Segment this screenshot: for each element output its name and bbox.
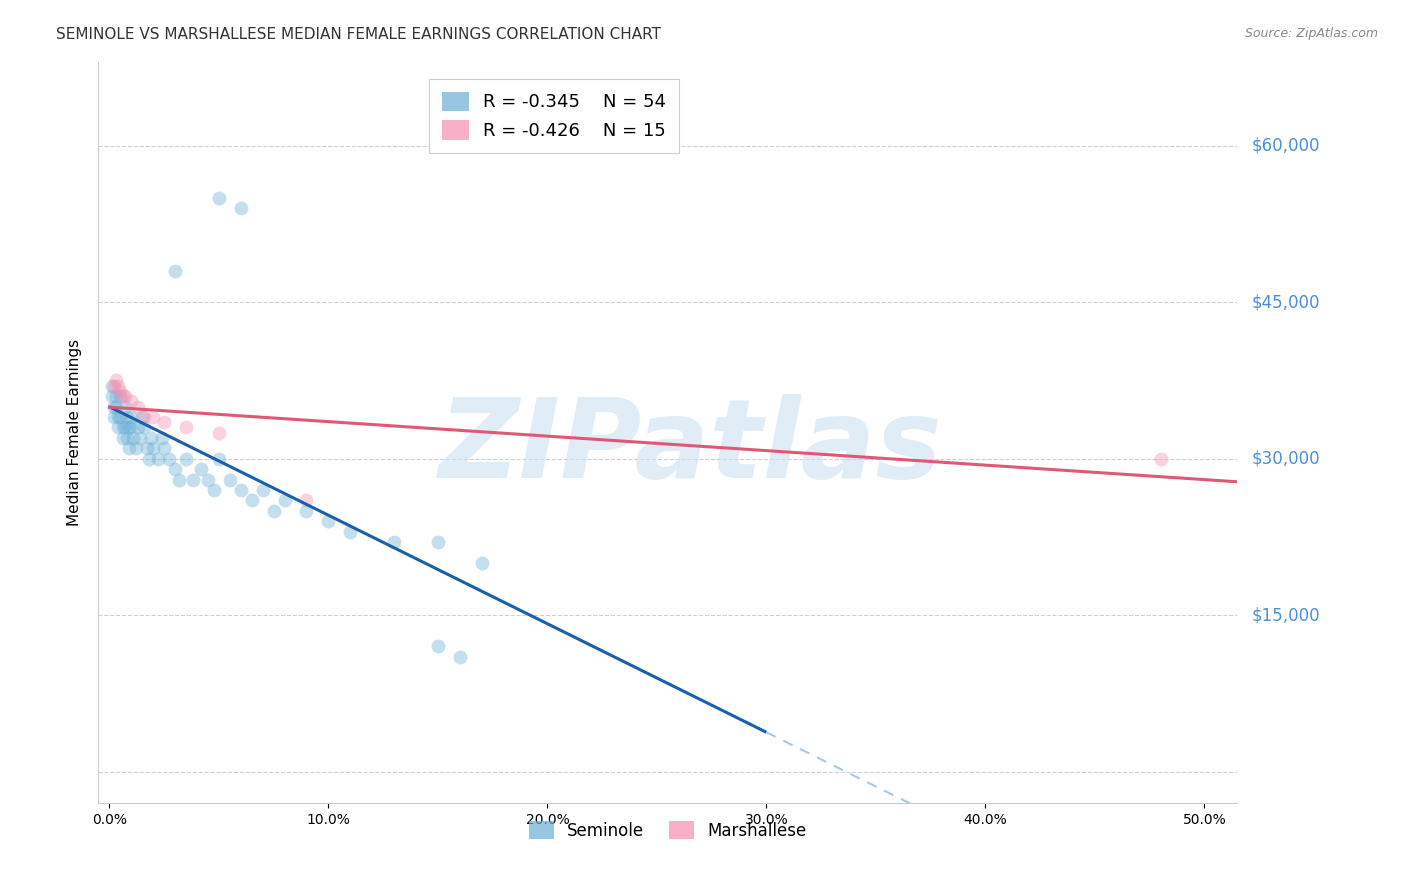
Point bbox=[124, 442, 146, 456]
Point bbox=[382, 535, 405, 549]
Point bbox=[142, 442, 165, 456]
Point bbox=[153, 442, 176, 456]
Point bbox=[1149, 451, 1171, 466]
Point bbox=[218, 473, 240, 487]
Point bbox=[100, 389, 122, 403]
Point bbox=[426, 640, 449, 654]
Point bbox=[115, 409, 138, 424]
Point bbox=[139, 431, 162, 445]
Point bbox=[150, 431, 173, 445]
Text: SEMINOLE VS MARSHALLESE MEDIAN FEMALE EARNINGS CORRELATION CHART: SEMINOLE VS MARSHALLESE MEDIAN FEMALE EA… bbox=[56, 27, 661, 42]
Point bbox=[127, 420, 149, 434]
Point bbox=[103, 400, 125, 414]
Point bbox=[165, 264, 187, 278]
Point bbox=[118, 420, 141, 434]
Point bbox=[111, 431, 134, 445]
Point bbox=[107, 409, 129, 424]
Point bbox=[229, 202, 252, 216]
Point bbox=[318, 514, 340, 528]
Point bbox=[104, 400, 127, 414]
Point bbox=[165, 462, 187, 476]
Point bbox=[197, 473, 219, 487]
Point bbox=[169, 473, 191, 487]
Text: $60,000: $60,000 bbox=[1251, 136, 1320, 155]
Point bbox=[129, 431, 152, 445]
Text: $15,000: $15,000 bbox=[1251, 606, 1320, 624]
Point bbox=[181, 473, 204, 487]
Point bbox=[157, 451, 180, 466]
Point bbox=[134, 409, 156, 424]
Point bbox=[110, 384, 132, 398]
Point bbox=[208, 191, 231, 205]
Point bbox=[146, 451, 169, 466]
Point bbox=[120, 409, 142, 424]
Point bbox=[107, 420, 129, 434]
Point bbox=[118, 442, 141, 456]
Point bbox=[107, 378, 129, 392]
Point bbox=[142, 409, 165, 424]
Point bbox=[190, 462, 212, 476]
Point bbox=[273, 493, 295, 508]
Point bbox=[135, 442, 157, 456]
Point bbox=[295, 493, 318, 508]
Point bbox=[103, 378, 125, 392]
Point bbox=[114, 400, 136, 414]
Point bbox=[229, 483, 252, 497]
Point bbox=[104, 389, 127, 403]
Point bbox=[131, 409, 153, 424]
Point bbox=[100, 378, 122, 392]
Point bbox=[115, 431, 138, 445]
Point bbox=[208, 451, 231, 466]
Point bbox=[111, 389, 134, 403]
Point bbox=[110, 409, 132, 424]
Point bbox=[127, 400, 149, 414]
Point bbox=[449, 649, 471, 664]
Point bbox=[471, 556, 494, 570]
Text: Source: ZipAtlas.com: Source: ZipAtlas.com bbox=[1244, 27, 1378, 40]
Point bbox=[114, 420, 136, 434]
Text: ZIPatlas: ZIPatlas bbox=[439, 394, 942, 501]
Point bbox=[103, 409, 125, 424]
Point bbox=[134, 420, 156, 434]
Point bbox=[114, 389, 136, 403]
Point bbox=[204, 483, 226, 497]
Point bbox=[426, 535, 449, 549]
Point bbox=[263, 504, 285, 518]
Point bbox=[252, 483, 274, 497]
Point bbox=[339, 524, 361, 539]
Point bbox=[138, 451, 160, 466]
Point bbox=[110, 389, 132, 403]
Point bbox=[174, 420, 197, 434]
Point bbox=[153, 415, 176, 429]
Point bbox=[120, 420, 142, 434]
Point bbox=[122, 431, 145, 445]
Text: $30,000: $30,000 bbox=[1251, 450, 1320, 467]
Text: $45,000: $45,000 bbox=[1251, 293, 1320, 311]
Point bbox=[174, 451, 197, 466]
Point bbox=[208, 425, 231, 440]
Point bbox=[240, 493, 263, 508]
Point bbox=[120, 394, 142, 409]
Point bbox=[104, 374, 127, 388]
Y-axis label: Median Female Earnings: Median Female Earnings bbox=[67, 339, 83, 526]
Point bbox=[111, 420, 134, 434]
Legend: Seminole, Marshallese: Seminole, Marshallese bbox=[522, 814, 814, 847]
Point bbox=[295, 504, 318, 518]
